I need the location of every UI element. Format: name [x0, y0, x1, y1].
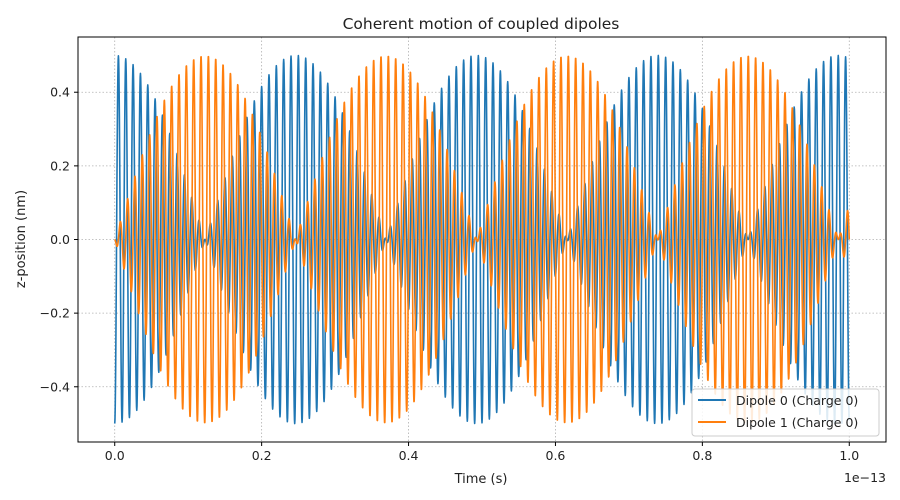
legend: Dipole 0 (Charge 0) Dipole 1 (Charge 0)	[691, 388, 880, 437]
y-tick-label: −0.2	[40, 306, 70, 321]
y-axis-label: z-position (nm)	[14, 190, 29, 288]
y-tick-label: 0.0	[50, 232, 70, 247]
legend-label-dipole-0: Dipole 0 (Charge 0)	[736, 393, 858, 408]
x-axis-label: Time (s)	[454, 472, 508, 487]
x-tick-label: 0.0	[105, 448, 125, 463]
x-tick-label: 0.6	[546, 448, 566, 463]
y-tick-label: 0.2	[50, 158, 70, 173]
y-tick-label: 0.4	[50, 85, 70, 100]
x-tick-label: 0.8	[692, 448, 712, 463]
legend-box	[691, 388, 880, 437]
ticks: 0.0 0.2 0.4 0.6 0.8 1.0 −0.4 −0.2 0.0 0.2 0.4	[40, 85, 860, 463]
x-tick-label: 0.4	[399, 448, 419, 463]
series-layer	[113, 54, 851, 425]
legend-label-dipole-1: Dipole 1 (Charge 0)	[736, 415, 858, 430]
series-line-dipole-1	[114, 55, 851, 424]
x-tick-label: 1.0	[839, 448, 859, 463]
x-tick-label: 0.2	[252, 448, 272, 463]
x-offset-text: 1e−13	[844, 470, 886, 485]
series-line-dipole-0	[113, 54, 851, 425]
chart-title: Coherent motion of coupled dipoles	[343, 15, 620, 33]
y-tick-label: −0.4	[40, 379, 70, 394]
